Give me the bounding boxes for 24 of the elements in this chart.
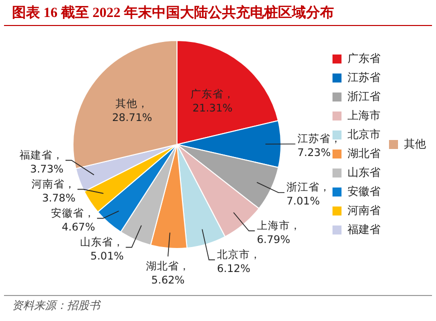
data-label: 上海市，6.79% — [256, 218, 301, 246]
legend-label: 福建省 — [348, 222, 380, 236]
legend-label: 广东省 — [348, 52, 380, 65]
data-label: 广东省，21.31% — [190, 88, 235, 115]
data-label: 福建省，3.73% — [20, 148, 64, 176]
legend-label: 湖北省 — [348, 146, 380, 160]
data-label: 其他，28.71% — [112, 97, 152, 124]
legend-label: 山东省 — [348, 166, 380, 179]
legend-label: 安徽省 — [348, 184, 380, 198]
legend-label: 江苏省 — [348, 70, 380, 84]
legend-label: 北京市 — [348, 128, 380, 141]
legend-label: 河南省 — [348, 204, 380, 217]
data-label: 河南省，3.78% — [31, 177, 76, 204]
data-label: 江苏省，7.23% — [297, 132, 342, 160]
text: 资料来源：招股书 — [4, 295, 432, 315]
data-label: 浙江省，7.01% — [286, 180, 330, 208]
data-label: 安徽省，4.67% — [51, 206, 96, 234]
chart-title: 图表 16 截至 2022 年末中国大陆公共充电桩区域分布 — [4, 0, 432, 26]
legend-label: 其他 — [404, 137, 426, 150]
data-label: 山东省，5.01% — [80, 235, 124, 262]
legend-label: 浙江省 — [348, 90, 380, 103]
legend-label: 上海市 — [348, 108, 380, 122]
data-label: 北京市，6.12% — [216, 248, 261, 275]
data-label: 湖北省，5.62% — [146, 259, 190, 286]
